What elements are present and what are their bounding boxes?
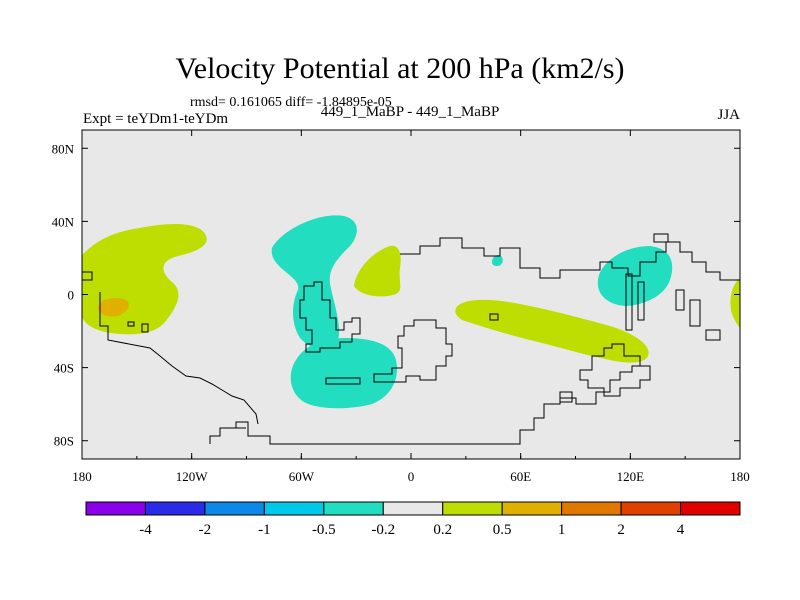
colorbar-swatch (501, 501, 563, 516)
negative-spot (492, 255, 503, 266)
colorbar-label: -4 (139, 522, 152, 538)
comparison-label: 449_1_MaBP - 449_1_MaBP (320, 104, 500, 120)
colorbar-label: -1 (258, 522, 271, 538)
colorbar-label: 1 (558, 522, 566, 538)
colorbar-label: 4 (677, 522, 685, 538)
coast-pacific-islands (127, 321, 149, 333)
colorbar-label: 0.2 (433, 522, 452, 538)
y-tick-label: 0 (68, 288, 75, 303)
colorbar-swatch (144, 501, 206, 516)
season-label: JJA (717, 107, 740, 123)
stats-line: rmsd= 0.161065 diff= -1.84895e-05 (190, 95, 392, 110)
colorbar-label: 0.5 (493, 522, 512, 538)
y-axis: 80N 40N 0 40S 80S (52, 141, 740, 449)
coast-south-america (299, 281, 361, 353)
coast-indochina (625, 273, 645, 331)
y-tick-label: 40N (52, 214, 75, 229)
colorbar-label: 2 (617, 522, 625, 538)
y-tick-label: 40S (54, 361, 74, 376)
colorbar-swatch (85, 501, 146, 516)
positive-region-africa (354, 245, 401, 297)
coastlines (82, 233, 740, 445)
colorbar-swatch (382, 501, 444, 516)
coast-australia (579, 343, 651, 397)
x-tick-label: 60E (510, 469, 531, 484)
colorbar-label: -0.5 (312, 522, 336, 538)
colorbar-label: -0.2 (371, 522, 395, 538)
strong-positive-blob (97, 298, 129, 317)
x-tick-label: 180 (730, 469, 750, 484)
negative-region-lower (290, 338, 397, 409)
colorbar-swatch (204, 501, 265, 516)
x-tick-label: 120E (617, 469, 645, 484)
coast-madagascar (489, 313, 499, 321)
coast-antarctica (209, 365, 650, 445)
colorbar-label: -2 (199, 522, 212, 538)
positive-band-indian (455, 299, 649, 363)
coast-island (325, 377, 361, 385)
coast-northeast (653, 233, 669, 243)
coast-east-pacific (82, 271, 259, 425)
y-tick-label: 80S (54, 434, 74, 449)
colorbar-swatch (263, 501, 325, 516)
coast-africa (373, 319, 453, 383)
x-tick-label: 180 (72, 469, 92, 484)
colorbar-swatch (442, 501, 503, 516)
colorbar-swatch (561, 501, 622, 516)
colorbar: -4 -2 -1 -0.5 -0.2 0.2 0.5 1 2 4 (85, 501, 741, 538)
coast-archipelago (675, 289, 721, 341)
x-axis: 180 120W 60W 0 60E 120E 180 (72, 130, 750, 484)
chart-title: Velocity Potential at 200 hPa (km2/s) (175, 52, 625, 85)
colorbar-swatch (620, 501, 682, 516)
x-tick-label: 120W (176, 469, 209, 484)
positive-region-dateline (730, 278, 740, 328)
experiment-label: Expt = teYDm1-teYDm (83, 111, 229, 127)
x-tick-label: 60W (289, 469, 315, 484)
coast-eurasia (400, 237, 740, 281)
x-tick-label: 0 (408, 469, 415, 484)
y-tick-label: 80N (52, 141, 75, 156)
colorbar-swatch (680, 501, 741, 516)
colorbar-swatch (323, 501, 384, 516)
